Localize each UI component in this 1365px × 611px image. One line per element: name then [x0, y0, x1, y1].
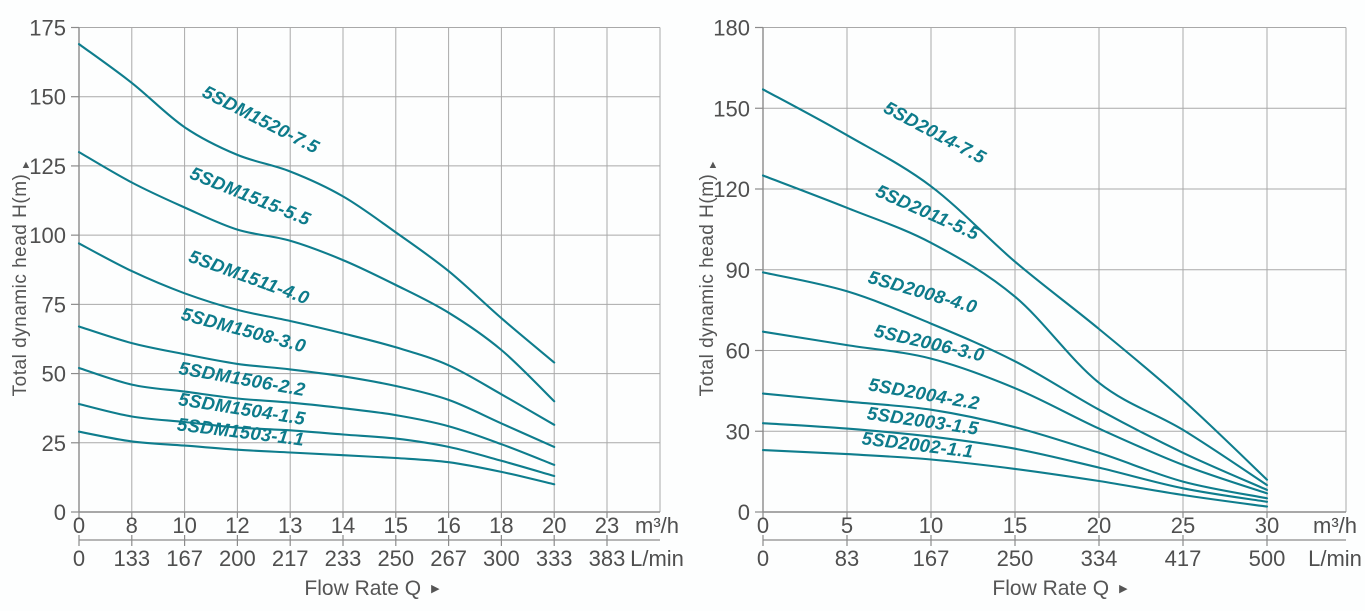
x-tick-label-m3h: 15: [1003, 513, 1027, 538]
x-tick-label-lmin: 0: [757, 546, 769, 571]
x-tick-label-lmin: 0: [73, 546, 85, 571]
y-tick-label: 175: [29, 16, 66, 41]
flow-arrow-icon: ▶: [431, 583, 440, 595]
flow-arrow-icon: ▶: [1119, 583, 1128, 595]
x-tick-label-m3h: 0: [73, 513, 85, 538]
x-tick-label-lmin: 200: [219, 546, 256, 571]
x-tick-label-m3h: 20: [1087, 513, 1111, 538]
y-tick-label: 125: [29, 154, 66, 179]
x-axis-title: Flow Rate Q ▶: [304, 577, 440, 600]
y-tick-label: 90: [726, 258, 750, 283]
curve-5SDM1506-2.2: [77, 366, 556, 466]
curve-5SDM1511-4.0: [77, 242, 556, 426]
x-tick-label-lmin: 383: [589, 546, 626, 571]
x-tick-label-lmin: 167: [166, 546, 203, 571]
x-tick-label-lmin: 250: [997, 546, 1034, 571]
y-axis-title: Total dynamic head H(m): [10, 174, 31, 397]
y-tick-label: 75: [42, 292, 66, 317]
x-tick-label-lmin: 417: [1165, 546, 1202, 571]
curve-label-5SD2011-5.5: 5SD2011-5.5: [873, 180, 983, 244]
x-tick-label-m3h: 30: [1255, 513, 1279, 538]
head-arrow-icon: ▲: [708, 159, 719, 171]
x-unit-m3h: m³/h: [635, 513, 679, 538]
x-axis-title: Flow Rate Q ▶: [992, 577, 1128, 600]
x-tick-label-lmin: 334: [1081, 546, 1118, 571]
x-tick-label-lmin: 500: [1249, 546, 1286, 571]
curve-5SD2002-1.1: [761, 449, 1269, 508]
curve-5SDM1508-3.0: [77, 325, 556, 448]
x-tick-label-lmin: 133: [113, 546, 150, 571]
x-unit-m3h: m³/h: [1313, 513, 1357, 538]
y-tick-label: 180: [713, 16, 750, 41]
curve-label-5SD2008-4.0: 5SD2008-4.0: [866, 266, 980, 317]
y-tick-label: 60: [726, 339, 750, 364]
y-tick-label: 0: [738, 500, 750, 525]
x-unit-lmin: L/min: [1308, 546, 1362, 571]
x-tick-label-m3h: 0: [757, 513, 769, 538]
y-tick-label: 120: [713, 177, 750, 202]
curve-label-5SD2014-7.5: 5SD2014-7.5: [881, 97, 990, 168]
x-tick-label-m3h: 14: [331, 513, 355, 538]
curve-5SDM1503-1.1: [77, 430, 556, 486]
x-tick-label-m3h: 8: [126, 513, 138, 538]
head-arrow-icon: ▲: [21, 159, 32, 171]
curve-5SD2008-4.0: [761, 271, 1269, 491]
x-tick-label-m3h: 25: [1171, 513, 1195, 538]
curve-label-5SDM1511-4.0: 5SDM1511-4.0: [186, 245, 313, 308]
y-tick-label: 150: [713, 96, 750, 121]
x-unit-lmin: L/min: [630, 546, 684, 571]
y-tick-label: 150: [29, 85, 66, 110]
chart-right: 0 30 60 90 120 150 180 0 5 10 15 20 25 30 m³/h 0 83 167 25…: [697, 16, 1362, 601]
y-tick-label: 0: [54, 500, 66, 525]
y-tick-label: 25: [42, 431, 66, 456]
x-tick-label-lmin: 217: [272, 546, 309, 571]
x-tick-label-m3h: 16: [436, 513, 460, 538]
x-tick-label-lmin: 300: [483, 546, 520, 571]
curve-5SD2006-3.0: [761, 330, 1269, 495]
x-tick-label-m3h: 13: [278, 513, 302, 538]
x-tick-label-m3h: 23: [595, 513, 619, 538]
x-tick-label-lmin: 250: [377, 546, 414, 571]
curve-5SD2011-5.5: [761, 174, 1269, 487]
y-tick-label: 50: [42, 362, 66, 387]
x-tick-label-m3h: 10: [172, 513, 196, 538]
x-tick-label-m3h: 18: [489, 513, 513, 538]
y-axis-title: Total dynamic head H(m): [697, 174, 718, 397]
x-tick-label-lmin: 333: [536, 546, 573, 571]
curve-5SD2003-1.5: [761, 422, 1269, 503]
y-tick-label: 30: [726, 419, 750, 444]
y-tick-label: 100: [29, 223, 66, 248]
chart-left: 0 25 50 75 100 125 150 175 0 8 10 12 13 14 15 16 18 20 23 m…: [10, 16, 684, 601]
x-tick-label-m3h: 12: [225, 513, 249, 538]
curve-5SDM1515-5.5: [77, 151, 556, 403]
curve-5SD2014-7.5: [761, 88, 1269, 481]
x-tick-label-m3h: 10: [919, 513, 943, 538]
curve-5SDM1504-1.5: [77, 402, 556, 478]
x-tick-label-lmin: 167: [913, 546, 950, 571]
curve-5SDM1520-7.5: [77, 43, 556, 364]
curve-5SD2004-2.2: [761, 392, 1269, 500]
x-tick-label-lmin: 267: [430, 546, 467, 571]
x-tick-label-m3h: 20: [542, 513, 566, 538]
x-tick-label-m3h: 15: [384, 513, 408, 538]
x-tick-label-lmin: 233: [325, 546, 362, 571]
x-tick-label-m3h: 5: [841, 513, 853, 538]
x-tick-label-lmin: 83: [835, 546, 859, 571]
